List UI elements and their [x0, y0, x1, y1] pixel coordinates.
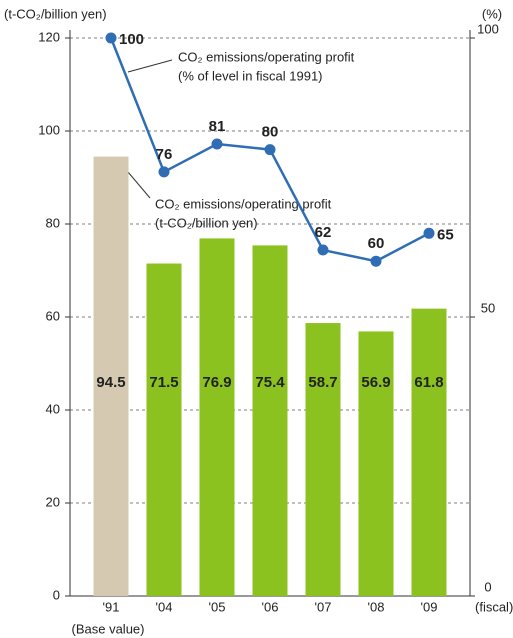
bar [358, 331, 394, 596]
line-value-label: 60 [368, 235, 385, 252]
annotation: (t-CO₂/billion yen) [155, 215, 258, 230]
y-tick-label: 80 [46, 215, 60, 230]
y2-tick-label: 0 [484, 579, 491, 594]
bar [252, 245, 288, 596]
x-tick-label: '91 [103, 599, 120, 614]
annotation: CO₂ emissions/operating profit [155, 196, 332, 211]
line-value-label: 81 [209, 118, 226, 135]
bar [93, 156, 129, 596]
line-value-label: 76 [156, 146, 173, 163]
line-marker [423, 227, 435, 239]
line-marker [211, 138, 223, 150]
bar-value-label: 94.5 [96, 374, 125, 391]
y2-tick-label: 100 [477, 21, 499, 36]
line-marker [264, 144, 276, 156]
y-tick-label: 120 [38, 29, 60, 44]
x-tick-label: '09 [421, 599, 438, 614]
y2-axis-label: (%) [482, 6, 502, 21]
y-axis-label: (t-CO₂/billion yen) [4, 6, 107, 21]
bar [305, 323, 341, 596]
line-value-label: 100 [119, 31, 144, 48]
x-tick-label: '06 [262, 599, 279, 614]
line-value-label: 80 [262, 124, 279, 141]
line-marker [317, 244, 329, 256]
line-value-label: 62 [315, 224, 332, 241]
y2-tick-label: 50 [481, 300, 495, 315]
bar-value-label: 61.8 [414, 374, 443, 391]
category-note: (Base value) [72, 621, 145, 636]
bar-value-label: 71.5 [149, 374, 178, 391]
line-marker [370, 255, 382, 267]
bar-value-label: 56.9 [361, 374, 390, 391]
leader-line [127, 171, 151, 199]
line-marker [105, 32, 117, 44]
bar-value-label: 58.7 [308, 374, 337, 391]
line-value-label: 65 [437, 226, 454, 243]
x-tick-label: '07 [315, 599, 332, 614]
y-tick-label: 20 [46, 494, 60, 509]
y-tick-label: 40 [46, 401, 60, 416]
leader-line [127, 59, 173, 73]
bar [411, 308, 447, 596]
y-tick-label: 0 [53, 587, 60, 602]
bar [199, 238, 235, 597]
annotation: CO₂ emissions/operating profit [178, 49, 355, 64]
bar-value-label: 75.4 [255, 374, 285, 391]
y-tick-label: 100 [38, 122, 60, 137]
bar-value-label: 76.9 [202, 374, 231, 391]
x-tick-label: '05 [209, 599, 226, 614]
annotation: (% of level in fiscal 1991) [178, 68, 323, 83]
x-tick-label: '04 [156, 599, 173, 614]
x-axis-label: (fiscal) [475, 599, 513, 614]
line-marker [158, 166, 170, 178]
bar [146, 263, 182, 596]
y-tick-label: 60 [46, 308, 60, 323]
x-tick-label: '08 [368, 599, 385, 614]
